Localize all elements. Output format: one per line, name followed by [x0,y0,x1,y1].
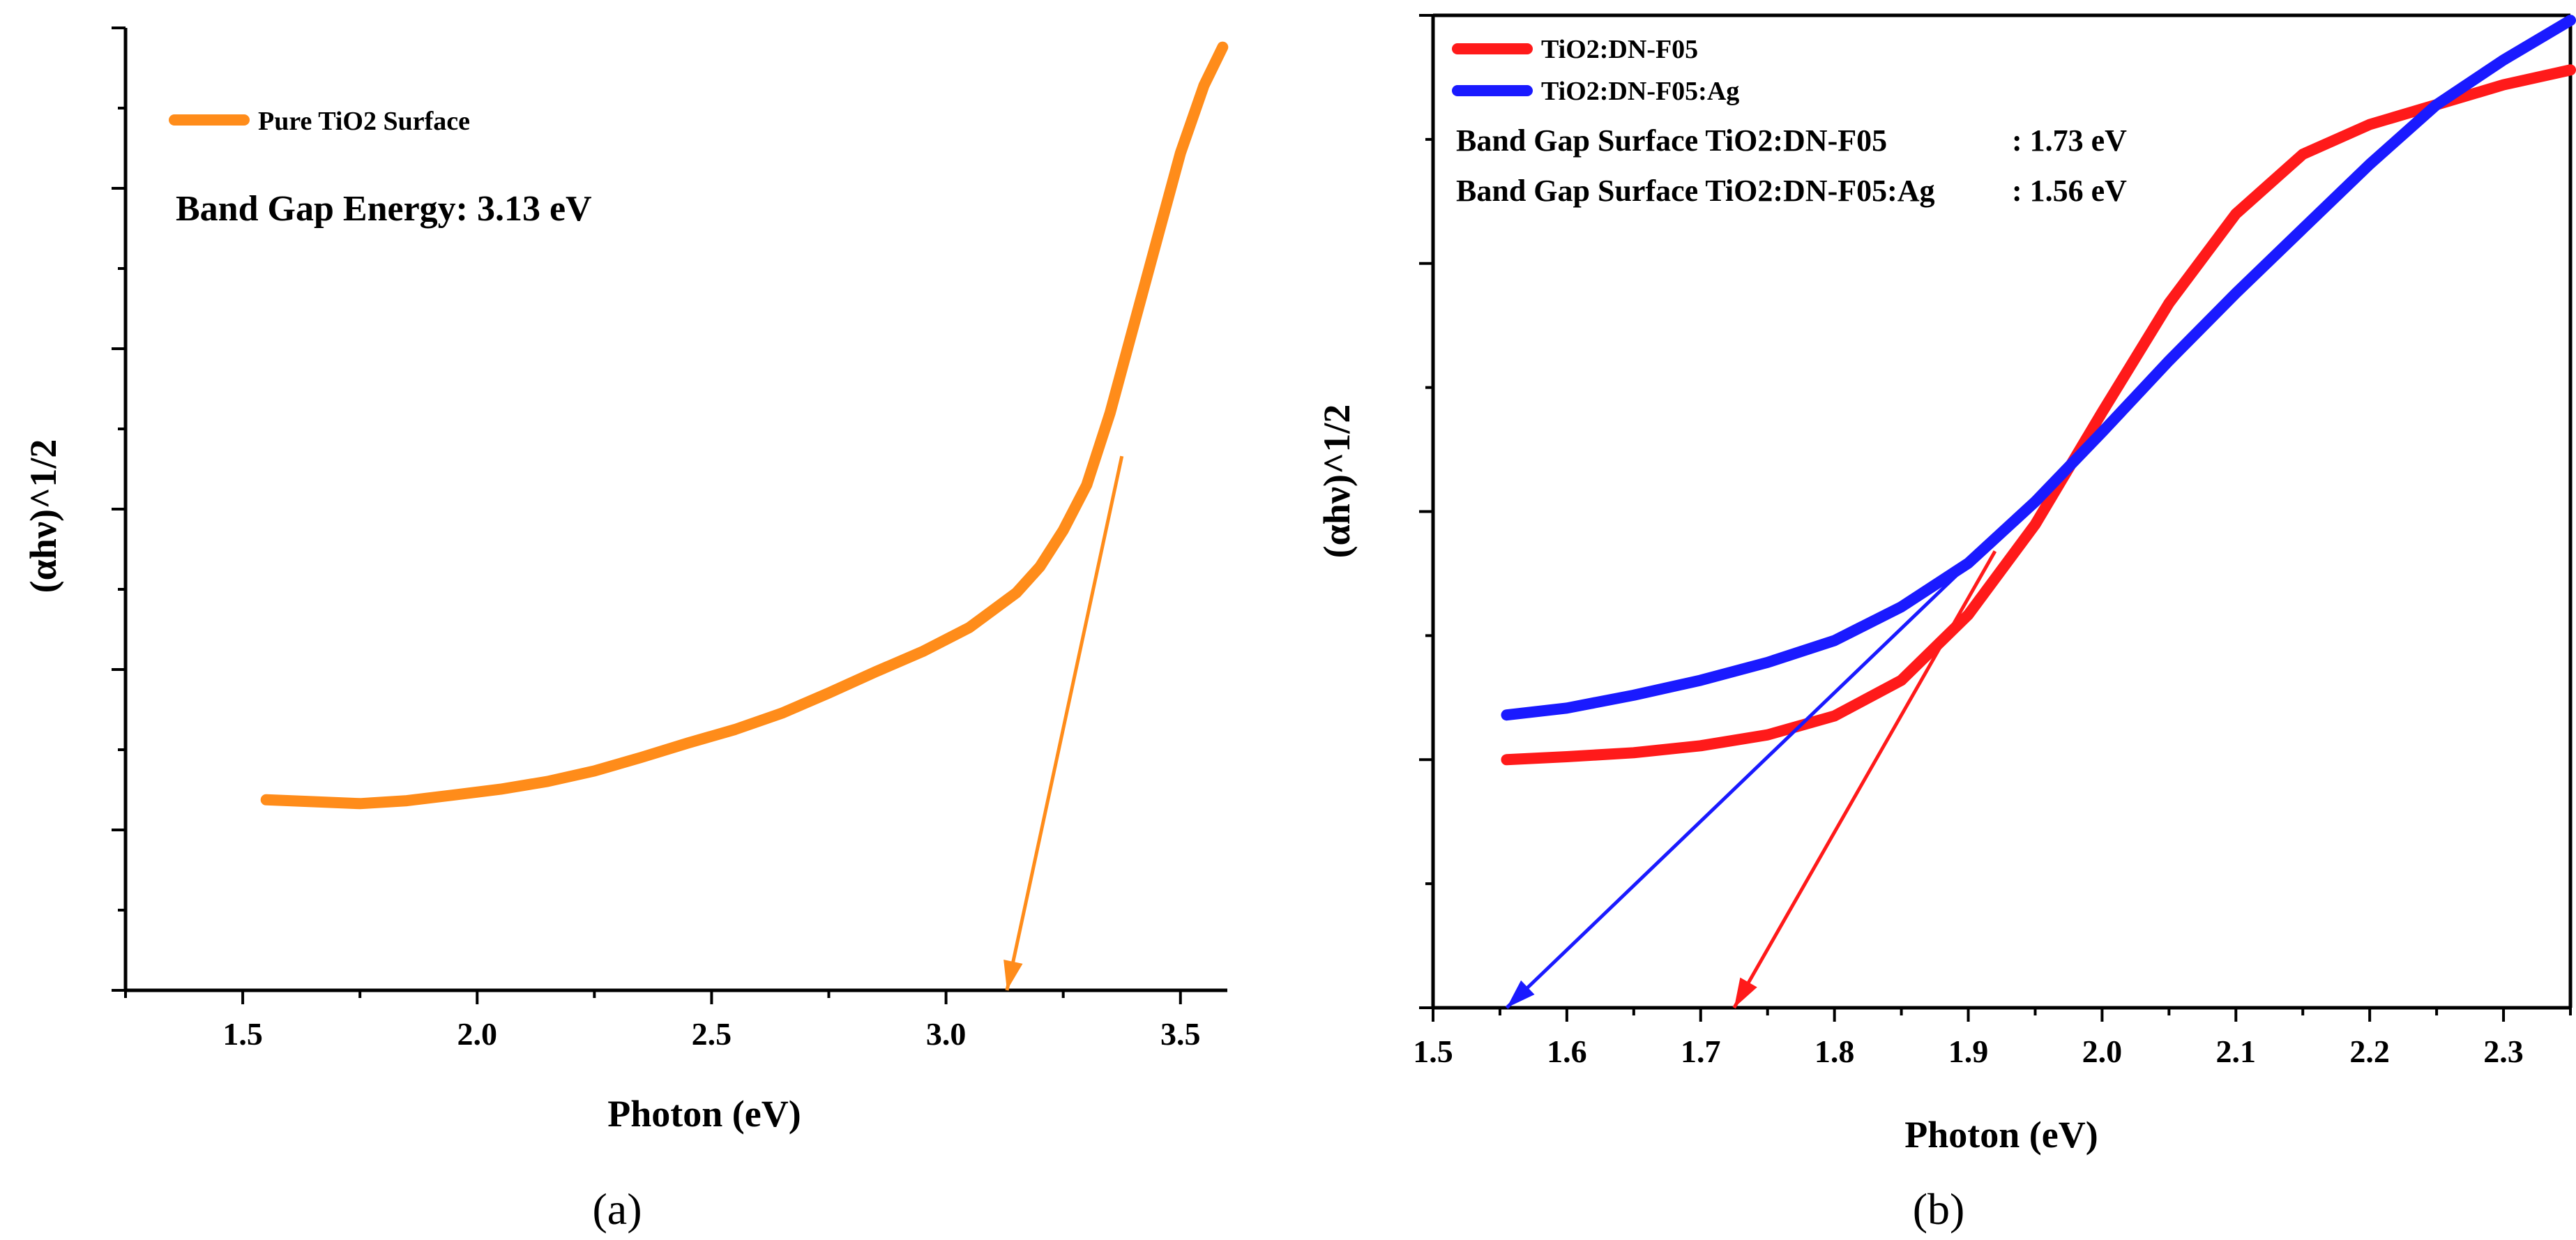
panel-a-x-tick-label: 2.5 [692,1016,732,1052]
panel-b-x-tick-label: 1.6 [1547,1034,1587,1069]
panel-b-x-axis-title: Photon (eV) [1904,1114,2098,1156]
panel-b-x-tick-label: 1.7 [1681,1034,1721,1069]
panel-b-x-tick-label: 2.1 [2216,1034,2257,1069]
panel-b-x-tick-label: 2.2 [2349,1034,2390,1069]
panel-b-tangent-arrowhead-0 [1734,977,1757,1008]
panel-a-x-tick-label: 2.0 [457,1016,498,1052]
panel-a-legend-label: Pure TiO2 Surface [258,107,470,136]
panel-a: 1.5 2.0 2.5 3.0 3.5 Pure TiO2 Surface Band G… [22,27,1229,1234]
panel-b-annotation-2-value: : 1.56 eV [2012,174,2127,208]
panel-a-y-axis-title: (αhν)^1/2 [22,439,64,593]
panel-b-legend-label-blue: TiO2:DN-F05:Ag [1541,77,1739,106]
panel-b-y-axis-title: (αhν)^1/2 [1316,404,1358,559]
panel-a-series-0-line [260,41,1229,810]
panel-b-annotation-1-value: : 1.73 eV [2012,123,2127,158]
panel-b-x-ticks: 1.5 1.6 1.7 1.8 1.9 2.0 2.1 2.2 2.3 [1413,1008,2572,1069]
panel-b-annotation-2-label: Band Gap Surface TiO2:DN-F05:Ag [1456,174,1935,208]
panel-a-x-tick-label: 1.5 [222,1016,263,1052]
panel-b-y-ticks [1419,14,1433,1009]
panel-b: 1.5 1.6 1.7 1.8 1.9 2.0 2.1 2.2 2.3 TiO2:DN-F05 … [1316,13,2576,1234]
panel-b-tangent-arrowhead-1 [1506,980,1535,1008]
panel-b-label: (b) [1913,1184,1965,1234]
panel-b-x-tick-label: 1.9 [1948,1034,1989,1069]
panel-b-plot-area [1431,13,2576,1010]
panel-a-x-ticks: 1.5 2.0 2.5 3.0 3.5 [124,990,1201,1052]
panel-a-tangent-line-0 [1005,455,1124,991]
panel-b-legend-label-red: TiO2:DN-F05 [1541,35,1698,64]
panel-b-x-tick-label: 1.5 [1413,1034,1453,1069]
panel-a-x-axis-title: Photon (eV) [607,1093,801,1135]
panel-b-tangent-line-0 [1732,550,1997,1009]
panel-b-series-1-line [1501,15,2576,721]
panel-a-x-tick-label: 3.5 [1160,1016,1201,1052]
panel-b-x-tick-label: 1.8 [1814,1034,1855,1069]
panel-b-x-tick-label: 2.0 [2082,1034,2123,1069]
panel-a-band-gap-annotation: Band Gap Energy: 3.13 eV [176,189,592,229]
panel-a-plot-area [123,28,1229,992]
panel-b-series-0-line [1501,64,2576,766]
panel-a-label: (a) [592,1184,642,1234]
panel-b-x-tick-label: 2.3 [2483,1034,2524,1069]
panel-a-y-ticks [112,27,126,992]
panel-a-x-tick-label: 3.0 [926,1016,967,1052]
panel-b-annotation-1-label: Band Gap Surface TiO2:DN-F05 [1456,123,1887,158]
panel-a-tangent-arrowhead-0 [1003,959,1023,990]
panel-b-tangent-line-1 [1505,550,1983,1009]
